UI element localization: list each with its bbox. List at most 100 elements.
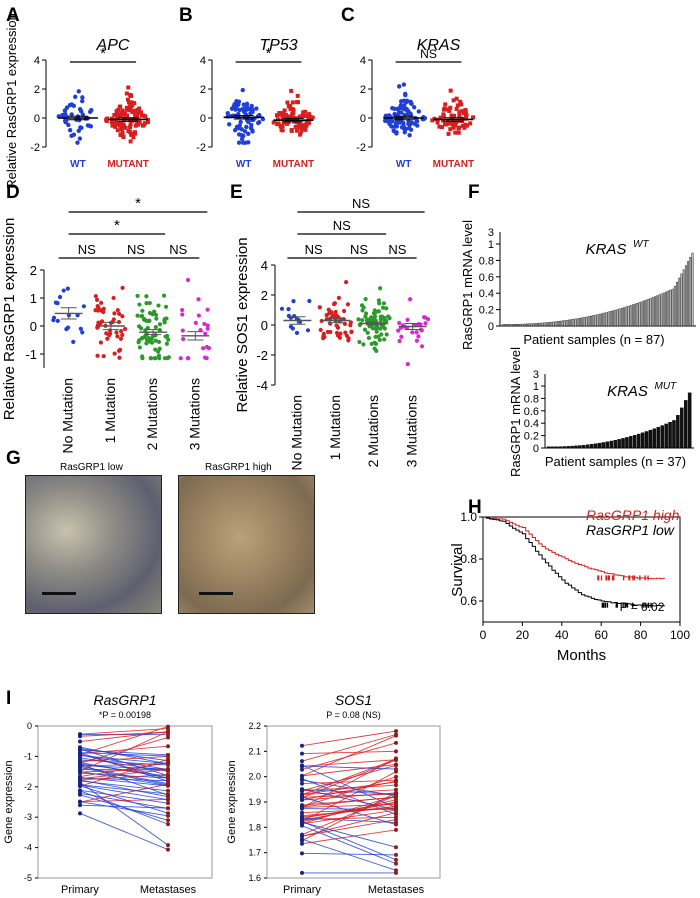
- data-point: [416, 334, 421, 339]
- data-point: [162, 356, 168, 361]
- category-label: No Mutation: [60, 378, 76, 453]
- bar: [638, 302, 641, 327]
- data-point: [154, 316, 159, 321]
- paired-line: [79, 780, 169, 792]
- paired-line: [301, 771, 397, 822]
- bar: [574, 318, 577, 327]
- category-label: 3 Mutations: [186, 378, 202, 450]
- data-point: [166, 735, 170, 740]
- data-point: [394, 783, 398, 788]
- data-point: [406, 111, 411, 116]
- y-tick-label: 1.0: [460, 510, 477, 524]
- data-point: [341, 308, 347, 314]
- paired-line: [79, 755, 169, 762]
- data-point: [80, 330, 85, 335]
- data-point: [66, 122, 71, 128]
- data-point: [162, 318, 167, 323]
- y-tick-label: -4: [256, 378, 268, 393]
- bar: [640, 301, 643, 327]
- paired-line: [301, 817, 397, 823]
- data-point: [394, 740, 398, 745]
- data-point: [157, 322, 163, 327]
- ihc-image-low: [25, 475, 162, 614]
- paired-line: [301, 803, 397, 808]
- data-point: [204, 344, 210, 350]
- y-tick-label: 4: [360, 55, 366, 67]
- category-label: MUTANT: [107, 159, 148, 170]
- bar: [613, 440, 617, 449]
- data-point: [297, 114, 302, 119]
- data-point: [114, 330, 119, 335]
- data-point: [237, 107, 242, 113]
- data-point: [300, 781, 304, 786]
- paired-line: [79, 746, 169, 765]
- data-point: [397, 320, 402, 326]
- data-point: [365, 317, 370, 323]
- bar: [563, 320, 566, 327]
- paired-line: [301, 781, 397, 795]
- data-point: [389, 119, 395, 124]
- bar: [546, 446, 551, 449]
- bar: [589, 444, 594, 449]
- category-label: WT: [396, 159, 412, 170]
- bar: [598, 313, 601, 327]
- y-tick-label: 1: [488, 239, 494, 251]
- data-point: [204, 356, 209, 361]
- data-point: [236, 140, 242, 145]
- data-point: [303, 123, 308, 128]
- data-point: [390, 105, 395, 111]
- data-point: [464, 113, 469, 118]
- data-point: [115, 308, 120, 313]
- data-point: [164, 341, 170, 346]
- category-label: No Mutation: [288, 395, 304, 470]
- data-point: [336, 315, 341, 320]
- bar: [570, 319, 573, 327]
- data-point: [181, 336, 186, 342]
- data-point: [412, 121, 417, 126]
- bar: [534, 323, 537, 327]
- data-point: [300, 759, 304, 764]
- data-point: [307, 120, 312, 125]
- data-point: [137, 106, 142, 111]
- data-point: [133, 113, 138, 118]
- x-tick-label: 40: [555, 628, 569, 642]
- bar: [510, 324, 513, 327]
- data-point: [380, 323, 385, 329]
- data-point: [131, 135, 136, 140]
- comparison-label: *: [135, 195, 141, 212]
- data-point: [254, 106, 259, 111]
- data-point: [98, 340, 104, 345]
- data-point: [78, 774, 82, 779]
- comparison-label: NS: [388, 242, 406, 257]
- data-point: [246, 131, 251, 136]
- bar: [504, 324, 506, 327]
- data-point: [283, 113, 288, 118]
- data-point: [94, 297, 100, 302]
- paired-line: [301, 758, 397, 796]
- y-axis-label: Relative SOS1 expression: [234, 237, 251, 412]
- paired-line: [301, 796, 397, 808]
- bar: [668, 422, 672, 449]
- data-point: [362, 327, 368, 332]
- data-point: [129, 132, 134, 137]
- data-point: [186, 356, 191, 361]
- x-axis-label: Patient samples (n = 87): [523, 332, 664, 347]
- data-point: [307, 114, 312, 119]
- data-point: [394, 767, 398, 772]
- data-point: [236, 132, 242, 137]
- data-point: [156, 339, 162, 345]
- bar: [515, 324, 517, 327]
- data-point: [300, 837, 304, 842]
- data-point: [331, 301, 337, 307]
- data-point: [451, 125, 456, 130]
- paired-line: [301, 759, 397, 799]
- y-tick-label: 2.1: [248, 746, 261, 756]
- data-point: [453, 130, 458, 135]
- y-break-label: 3: [488, 227, 494, 239]
- data-point: [399, 110, 404, 115]
- paired-line: [301, 779, 397, 785]
- data-point: [452, 113, 457, 118]
- paired-line: [301, 734, 397, 762]
- data-point: [356, 317, 361, 322]
- significance-label: NS: [420, 47, 437, 61]
